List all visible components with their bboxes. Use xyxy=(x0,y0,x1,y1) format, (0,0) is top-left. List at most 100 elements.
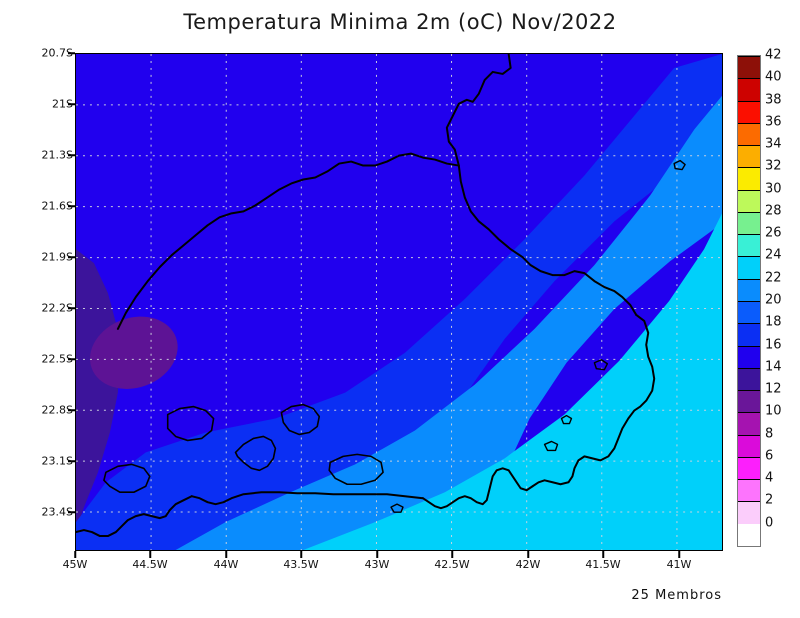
colorbar-tick-label: 10 xyxy=(765,403,782,419)
coastline-ilha-grande xyxy=(76,495,193,538)
colorbar-band xyxy=(738,122,760,146)
x-tick-label: 41.5W xyxy=(585,558,621,571)
colorbar-tick-label: 40 xyxy=(765,69,782,85)
island-ilha-grande xyxy=(328,453,384,486)
colorbar-tick-label: 26 xyxy=(765,225,782,241)
x-tickmark xyxy=(149,551,151,558)
y-tickmark xyxy=(68,103,75,105)
y-tickmark xyxy=(68,205,75,207)
y-tickmark xyxy=(68,358,75,360)
colorbar-band xyxy=(738,367,760,391)
chart-title: Temperatura Minima 2m (oC) Nov/2022 xyxy=(183,10,617,34)
colorbar-band xyxy=(738,167,760,190)
colorbar-band xyxy=(738,145,760,168)
ensemble-members-note: 25 Membros xyxy=(631,588,722,603)
x-tick-label: 45W xyxy=(62,558,88,571)
x-tickmark xyxy=(451,551,453,558)
coastline-north xyxy=(531,313,656,488)
x-tick-label: 43.5W xyxy=(283,558,319,571)
coast-inlet-a xyxy=(234,435,277,472)
colorbar-tick-label: 30 xyxy=(765,181,782,197)
colorbar-band xyxy=(738,278,760,301)
colorbar-tick-label: 42 xyxy=(765,47,782,63)
coast-inlet-c xyxy=(166,405,215,442)
band-20-22 xyxy=(175,95,722,550)
y-tickmark xyxy=(68,154,75,156)
colorbar-tick-label: 20 xyxy=(765,292,782,308)
x-tick-label: 42W xyxy=(515,558,541,571)
x-tick-label: 42.5W xyxy=(434,558,470,571)
y-tick-label: 21.6S xyxy=(41,199,73,213)
x-tickmark xyxy=(74,551,76,558)
y-tick-label: 23.4S xyxy=(41,505,73,519)
colorbar-tick-label: 8 xyxy=(765,426,774,442)
colorbar-band xyxy=(738,412,760,435)
coastline-guanabara xyxy=(421,467,534,510)
colorbar-band xyxy=(738,211,760,235)
colorbar-tick-label: 32 xyxy=(765,158,782,174)
band-14-16 xyxy=(76,249,120,531)
band-12-14 xyxy=(90,316,178,389)
island-sao-sebastiao xyxy=(103,463,151,494)
y-tick-label: 21S xyxy=(52,97,73,111)
y-tickmark xyxy=(68,256,75,258)
contour-fill-group xyxy=(76,54,722,550)
colorbar-band xyxy=(738,456,760,480)
y-tick-label: 21.3S xyxy=(41,148,73,162)
y-tick-label: 20.7S xyxy=(41,46,73,60)
colorbar-tick-label: 36 xyxy=(765,114,782,130)
colorbar-band xyxy=(738,301,760,324)
y-tick-label: 21.9S xyxy=(41,250,73,264)
colorbar-tick-label: 24 xyxy=(765,247,782,263)
colorbar-band xyxy=(738,390,760,413)
colorbar-band xyxy=(738,479,760,502)
colorbar-band xyxy=(738,345,760,368)
island-small-a xyxy=(390,503,404,513)
x-tickmark xyxy=(300,551,302,558)
colorbar-band xyxy=(738,189,760,212)
band-22-24 xyxy=(303,213,722,550)
y-tickmark xyxy=(68,409,75,411)
y-tick-label: 22.2S xyxy=(41,301,73,315)
x-tick-label: 41W xyxy=(666,558,692,571)
colorbar-band xyxy=(738,434,760,457)
y-tickmark xyxy=(68,460,75,462)
island-small-c xyxy=(560,414,573,425)
colorbar-tick-label: 34 xyxy=(765,136,782,152)
x-tick-label: 44.5W xyxy=(132,558,168,571)
y-tickmark xyxy=(68,307,75,309)
state-border-west xyxy=(116,152,460,330)
colorbar-band xyxy=(738,78,760,101)
coastline-and-borders xyxy=(76,54,686,538)
state-border-north xyxy=(445,54,638,316)
island-small-b xyxy=(543,440,559,452)
colorbar-tick-label: 12 xyxy=(765,381,782,397)
colorbar-tick-label: 16 xyxy=(765,337,782,353)
coastline-restinga xyxy=(190,491,424,506)
colorbar-band xyxy=(738,56,760,79)
colorbar-tick-label: 2 xyxy=(765,492,774,508)
colorbar-band xyxy=(738,323,760,346)
colorbar-tick-label: 22 xyxy=(765,270,782,286)
x-tick-label: 43W xyxy=(364,558,390,571)
colorbar-band xyxy=(738,234,760,257)
colorbar-tick-label: 14 xyxy=(765,359,782,375)
x-tickmark xyxy=(225,551,227,558)
y-tick-label: 22.8S xyxy=(41,403,73,417)
coast-inlet-b xyxy=(280,403,321,436)
x-tickmark xyxy=(678,551,680,558)
colorbar-tick-label: 6 xyxy=(765,448,774,464)
x-tickmark xyxy=(602,551,604,558)
colorbar-band xyxy=(738,256,760,279)
y-tick-label: 23.1S xyxy=(41,454,73,468)
colorbar-tick-label: 18 xyxy=(765,314,782,330)
island-cabo-frio xyxy=(593,359,609,371)
island-small-d xyxy=(673,159,686,171)
y-tickmark xyxy=(68,52,75,54)
colorbar-band xyxy=(738,501,760,524)
colorbar xyxy=(737,55,761,547)
colorbar-band xyxy=(738,523,760,546)
x-tickmark xyxy=(527,551,529,558)
x-tickmark xyxy=(376,551,378,558)
